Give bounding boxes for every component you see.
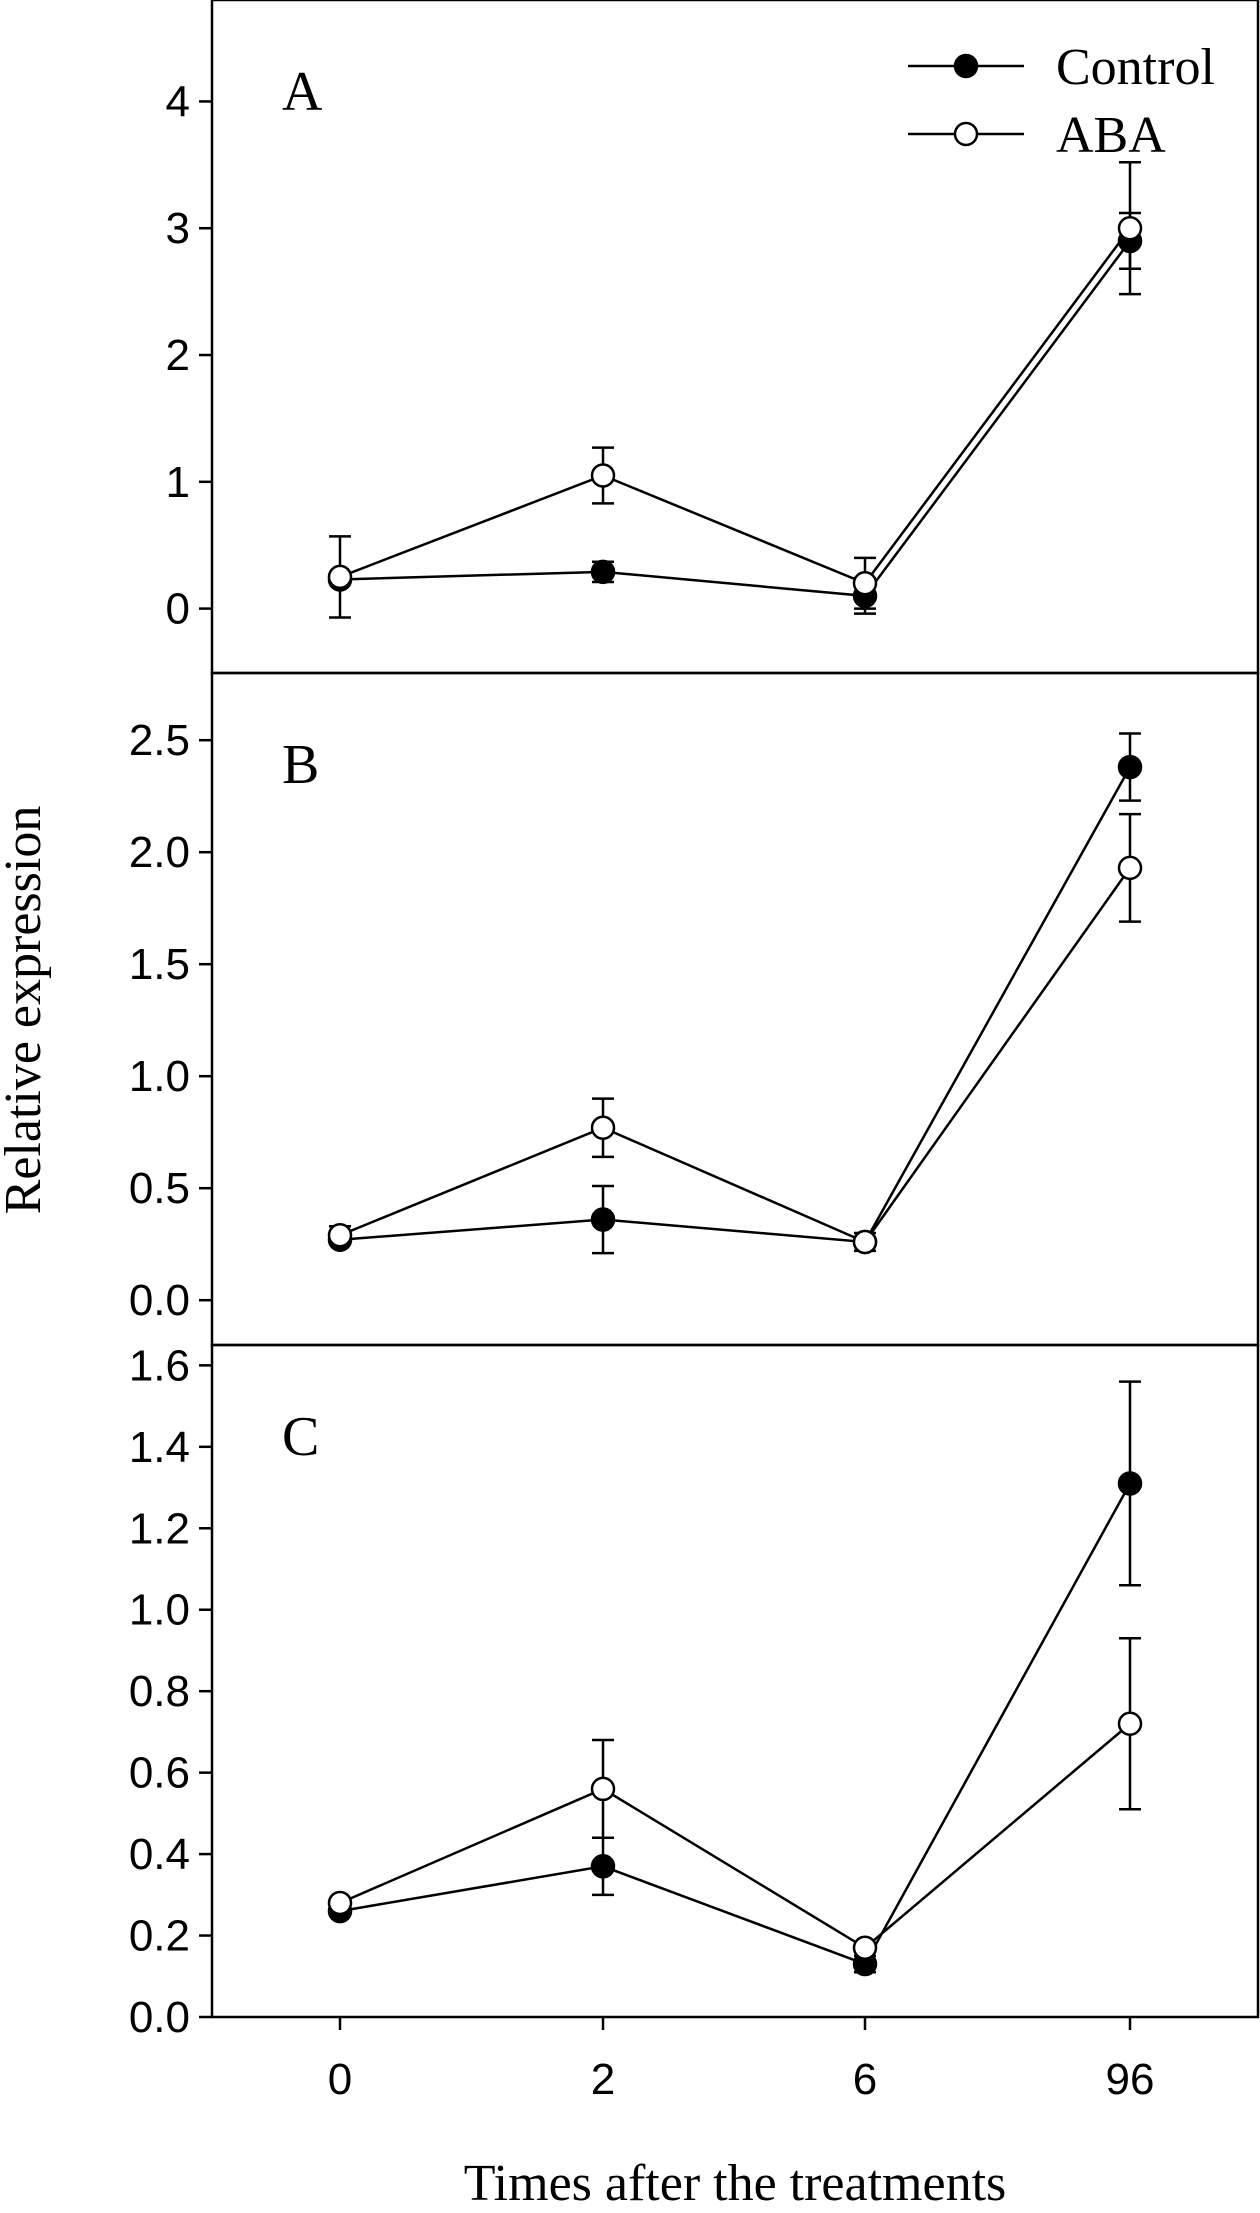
y-tick-label: 1.5 [129,940,190,989]
y-tick-label: 2.0 [129,828,190,877]
data-point-aba [1117,1711,1143,1737]
data-point-aba [590,1776,616,1802]
data-point-aba [1117,215,1143,241]
series-line-control [339,240,1132,598]
y-tick-label: 1.0 [129,1586,190,1635]
y-tick-label: 1.6 [129,1341,190,1390]
y-axis-title: Relative expression [0,806,52,1215]
y-tick-label: 1.0 [129,1052,190,1101]
y-tick-label: 0.6 [129,1749,190,1798]
data-point-control [590,1854,616,1879]
data-point-aba [852,1935,878,1961]
data-point-control [590,1207,616,1232]
data-point-control [1117,754,1143,780]
y-tick-label: 3 [166,204,190,253]
data-point-aba [590,1115,616,1140]
y-tick-label: 0.8 [129,1667,190,1716]
legend: Control ABA [908,39,1215,164]
legend-marker [953,53,979,79]
legend-label: Control [1056,39,1215,96]
legend-label: ABA [1056,107,1166,164]
y-tick-label: 0.4 [129,1830,190,1879]
x-tick-label: 0 [328,2055,352,2104]
panel-label: A [282,61,323,123]
y-tick-label: 1.2 [129,1504,190,1553]
y-tick-label: 0.0 [129,1276,190,1325]
series-line-control [339,766,1132,1244]
panel-label: C [282,1406,319,1468]
series-line-aba [339,867,1132,1244]
panel-label: B [282,734,319,796]
legend-marker [953,121,979,147]
data-point-aba [852,570,878,596]
y-tick-label: 0 [166,585,190,634]
data-point-control [1117,1471,1143,1496]
x-axis-title: Times after the treatments [464,2155,1007,2212]
plot-frame [210,671,1260,1347]
data-point-aba [852,1229,878,1255]
x-tick-label: 6 [853,2055,877,2104]
y-tick-label: 0.2 [129,1912,190,1961]
y-tick-label: 1.4 [129,1423,190,1472]
panel-b: 0.0 0.5 1.0 1.5 2.0 2.5 B [129,671,1260,1347]
x-tick-label: 96 [1106,2055,1155,2104]
x-tick-label: 2 [591,2055,615,2104]
y-tick-label: 0.0 [129,1993,190,2042]
series-line-aba [339,227,1132,585]
data-point-aba [1117,855,1143,881]
series-line-aba [339,1722,1131,1950]
y-tick-label: 0.5 [129,1164,190,1213]
data-point-aba [327,564,353,590]
data-point-control [590,559,616,585]
data-point-aba [327,1890,353,1916]
panel-c: 0.0 0.2 0.4 0.6 0.8 1.0 1.2 1.4 1.6 C [129,1341,1260,2042]
y-tick-label: 1 [166,458,190,507]
series-line-control [339,1482,1132,1966]
data-point-aba [590,463,616,488]
y-tick-label: 2 [166,331,190,380]
plot-frame [210,1343,1260,2019]
panel-a: 0 1 2 3 4 A [166,0,1260,675]
plot-frame [210,0,1260,675]
y-tick-label: 4 [166,77,190,126]
data-point-aba [327,1222,353,1248]
y-tick-label: 2.5 [129,716,190,765]
